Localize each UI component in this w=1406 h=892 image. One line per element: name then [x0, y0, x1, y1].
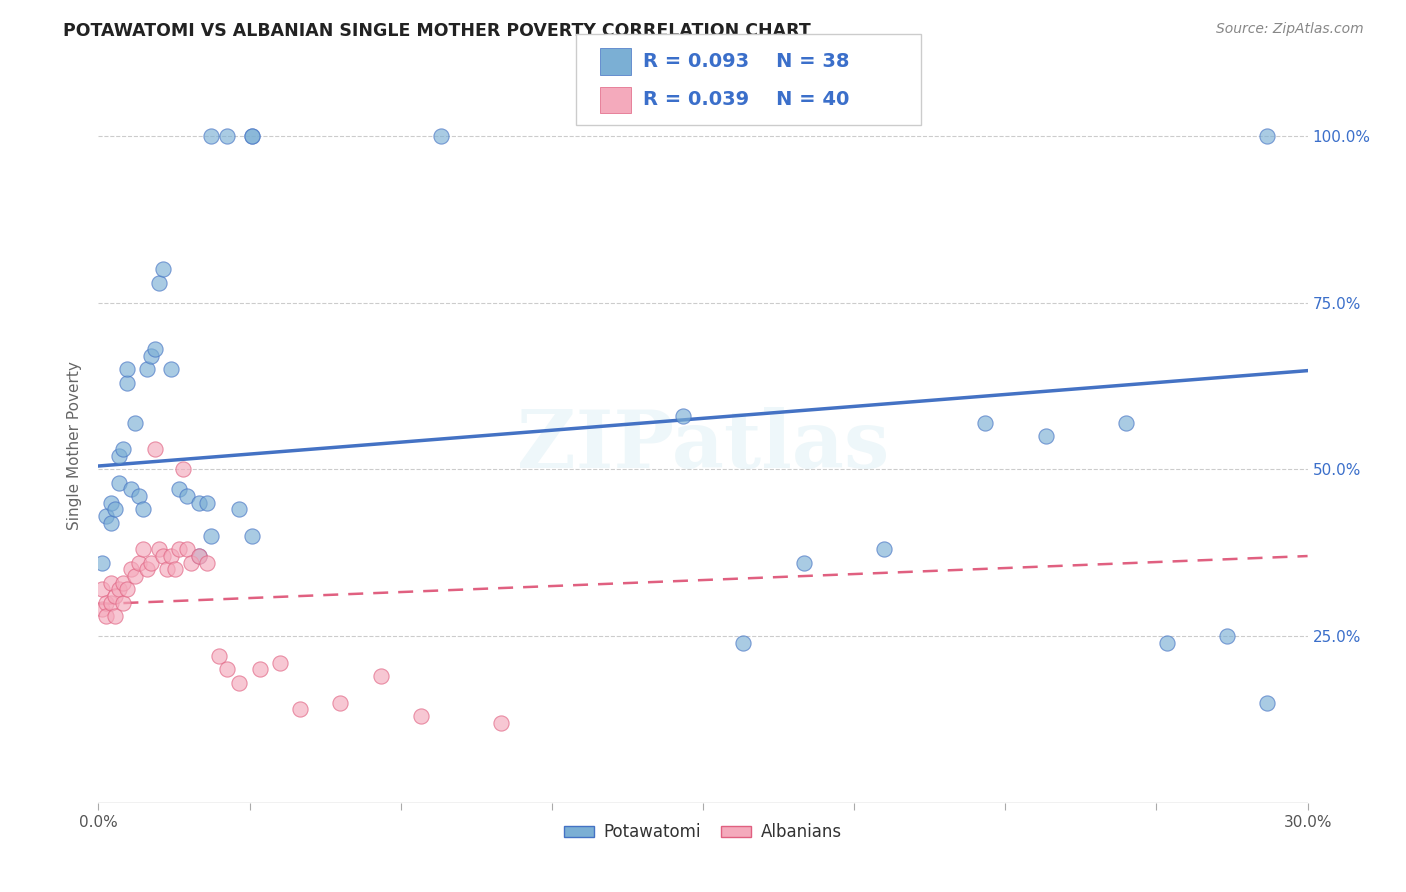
- Point: [96, 509, 118, 524]
- Point: [217, 128, 239, 143]
- Point: [180, 556, 202, 570]
- Point: [188, 549, 211, 563]
- Point: [167, 542, 190, 557]
- Y-axis label: Single Mother Poverty: Single Mother Poverty: [67, 361, 83, 531]
- Point: [111, 442, 134, 457]
- Point: [228, 675, 250, 690]
- Point: [188, 496, 211, 510]
- Point: [120, 562, 142, 576]
- Point: [200, 529, 222, 543]
- Point: [195, 556, 218, 570]
- Point: [107, 475, 129, 490]
- Point: [1115, 416, 1137, 430]
- Point: [269, 656, 291, 670]
- Point: [132, 502, 155, 516]
- Point: [217, 662, 239, 676]
- Point: [1035, 429, 1057, 443]
- Point: [240, 128, 263, 143]
- Point: [240, 128, 263, 143]
- Point: [240, 529, 263, 543]
- Point: [107, 582, 129, 597]
- Point: [100, 496, 122, 510]
- Point: [167, 483, 190, 497]
- Point: [160, 362, 183, 376]
- Point: [1256, 696, 1278, 710]
- Point: [152, 549, 174, 563]
- Point: [135, 362, 157, 376]
- Point: [1216, 629, 1239, 643]
- Point: [139, 349, 162, 363]
- Point: [974, 416, 997, 430]
- Point: [793, 556, 815, 570]
- Point: [115, 362, 138, 376]
- Point: [107, 449, 129, 463]
- Point: [143, 442, 166, 457]
- Point: [491, 715, 513, 730]
- Point: [124, 569, 146, 583]
- Point: [128, 489, 150, 503]
- Point: [91, 602, 114, 616]
- Point: [172, 462, 194, 476]
- Point: [139, 556, 162, 570]
- Point: [176, 489, 198, 503]
- Point: [873, 542, 896, 557]
- Point: [228, 502, 250, 516]
- Point: [115, 582, 138, 597]
- Point: [91, 556, 114, 570]
- Point: [176, 542, 198, 557]
- Point: [430, 128, 453, 143]
- Point: [329, 696, 352, 710]
- Point: [103, 609, 125, 624]
- Point: [91, 582, 114, 597]
- Point: [100, 596, 122, 610]
- Point: [120, 483, 142, 497]
- Point: [96, 596, 118, 610]
- Point: [288, 702, 311, 716]
- Point: [188, 549, 211, 563]
- Point: [100, 575, 122, 590]
- Text: Source: ZipAtlas.com: Source: ZipAtlas.com: [1216, 22, 1364, 37]
- Text: R = 0.039    N = 40: R = 0.039 N = 40: [643, 90, 849, 110]
- Point: [208, 649, 231, 664]
- Point: [370, 669, 392, 683]
- Point: [200, 128, 222, 143]
- Point: [1256, 128, 1278, 143]
- Point: [409, 709, 432, 723]
- Point: [143, 343, 166, 357]
- Point: [148, 276, 170, 290]
- Point: [195, 496, 218, 510]
- Point: [163, 562, 186, 576]
- Point: [103, 502, 125, 516]
- Point: [111, 596, 134, 610]
- Point: [733, 636, 755, 650]
- Point: [249, 662, 271, 676]
- Point: [160, 549, 183, 563]
- Point: [672, 409, 695, 423]
- Text: ZIPatlas: ZIPatlas: [517, 407, 889, 485]
- Point: [96, 609, 118, 624]
- Text: POTAWATOMI VS ALBANIAN SINGLE MOTHER POVERTY CORRELATION CHART: POTAWATOMI VS ALBANIAN SINGLE MOTHER POV…: [63, 22, 811, 40]
- Point: [124, 416, 146, 430]
- Point: [156, 562, 179, 576]
- Legend: Potawatomi, Albanians: Potawatomi, Albanians: [557, 817, 849, 848]
- Point: [1156, 636, 1178, 650]
- Point: [148, 542, 170, 557]
- Point: [111, 575, 134, 590]
- Text: R = 0.093    N = 38: R = 0.093 N = 38: [643, 52, 849, 70]
- Point: [132, 542, 155, 557]
- Point: [103, 589, 125, 603]
- Point: [152, 262, 174, 277]
- Point: [135, 562, 157, 576]
- Point: [115, 376, 138, 390]
- Point: [100, 516, 122, 530]
- Point: [128, 556, 150, 570]
